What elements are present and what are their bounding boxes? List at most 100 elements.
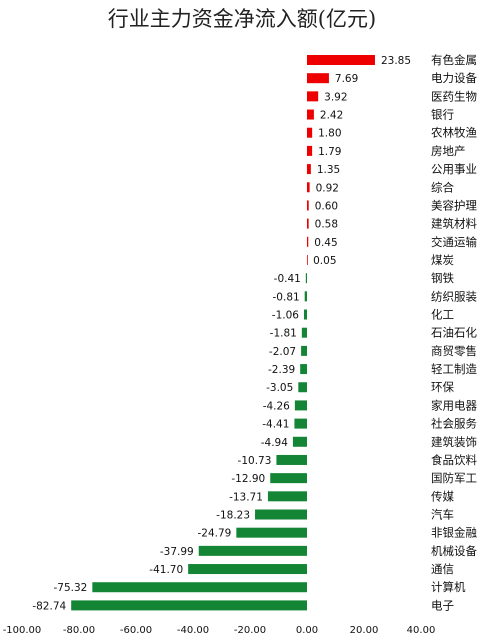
x-axis: -100.00 -80.00 -60.00 -40.00 -20.00 0.00 20.00… [3,625,436,636]
bar-6 [307,145,313,156]
bar-19 [298,382,307,393]
category-label-26: 汽车 [431,508,454,522]
x-tick-label-1: -100.00 [3,625,42,636]
value-label-22: -4.94 [261,437,288,449]
category-label-27: 非银金融 [431,526,477,540]
bar-18 [300,364,307,375]
x-tick-label-5: -20.00 [234,625,266,636]
category-label-17: 商贸零售 [431,344,477,358]
value-label-5: 1.80 [318,128,341,140]
value-label-9: 0.60 [315,200,338,212]
category-label-20: 家用电器 [431,398,477,412]
x-tick-label-4: -40.00 [177,625,209,636]
value-label-2: 7.69 [335,73,358,85]
bar-17 [301,345,307,356]
value-label-8: 0.92 [316,182,339,194]
value-label-25: -13.71 [229,491,263,503]
category-label-25: 传媒 [431,489,454,503]
bars-group [71,55,375,611]
bar-28 [198,545,307,556]
chart-title: 行业主力资金净流入额(亿元) [108,7,376,31]
value-label-30: -75.32 [53,582,87,594]
value-label-4: 2.42 [320,110,343,122]
value-label-1: 23.85 [381,55,411,67]
category-label-5: 农林牧渔 [431,126,477,140]
bar-14 [304,291,307,302]
category-label-4: 银行 [431,108,454,122]
category-label-23: 食品饮料 [431,453,477,467]
value-label-29: -41.70 [149,564,183,576]
value-label-21: -4.41 [262,419,289,431]
value-labels-group: 23.85 7.69 3.92 2.42 1.80 1.79 1.35 0.92 0.60 0.5… [32,55,411,612]
bar-21 [294,418,307,429]
bar-12 [307,254,308,265]
category-label-24: 国防军工 [431,471,477,485]
value-label-16: -1.81 [270,328,297,340]
value-label-3: 3.92 [324,91,347,103]
bar-5 [307,127,313,138]
category-label-7: 公用事业 [431,162,477,176]
value-label-18: -2.39 [268,364,295,376]
category-label-14: 纺织服装 [431,289,477,303]
bar-1 [307,55,375,65]
bar-11 [307,236,309,247]
bar-2 [307,73,329,84]
value-label-20: -4.26 [263,400,290,412]
bar-27 [236,527,307,538]
x-tick-label-6: 0.00 [296,625,318,636]
bar-9 [307,200,309,211]
value-label-13: -0.41 [274,273,301,285]
value-label-7: 1.35 [317,164,340,176]
value-label-24: -12.90 [231,473,265,485]
category-label-3: 医药生物 [431,89,477,103]
category-label-10: 建筑材料 [431,217,477,231]
bar-29 [188,564,307,575]
category-label-9: 美容护理 [431,198,477,212]
category-label-1: 有色金属 [431,53,477,67]
bar-30 [92,582,307,593]
bar-15 [303,309,307,320]
bar-20 [294,400,307,411]
value-label-6: 1.79 [318,146,341,158]
category-label-15: 化工 [431,308,454,322]
category-label-28: 机械设备 [431,544,477,558]
bar-7 [307,164,311,175]
bar-10 [307,218,309,229]
category-labels-group: 有色金属电力设备医药生物银行农林牧渔房地产公用事业综合美容护理建筑材料交通运输煤… [431,53,477,612]
value-label-27: -24.79 [197,528,231,540]
bar-24 [270,473,307,484]
bar-13 [305,273,307,284]
value-label-26: -18.23 [216,510,250,522]
category-label-2: 电力设备 [431,71,477,85]
bar-16 [301,327,307,338]
category-label-29: 通信 [431,562,454,576]
x-tick-label-8: 40.00 [407,625,436,636]
bar-23 [276,454,307,465]
value-label-12: 0.05 [313,255,336,267]
x-tick-label-3: -60.00 [120,625,152,636]
category-label-6: 房地产 [431,144,466,158]
x-tick-label-2: -80.00 [63,625,95,636]
category-label-18: 轻工制造 [431,362,477,376]
bar-4 [307,109,314,120]
value-label-11: 0.45 [314,237,337,249]
category-label-13: 钢铁 [431,271,454,285]
value-label-28: -37.99 [160,546,194,558]
bar-26 [255,509,307,520]
value-label-14: -0.81 [273,291,300,303]
bar-25 [267,491,307,502]
category-label-12: 煤炭 [431,253,454,267]
bar-22 [292,436,307,447]
value-label-10: 0.58 [315,219,338,231]
category-label-30: 计算机 [431,580,466,594]
category-label-31: 电子 [431,598,454,612]
value-label-31: -82.74 [32,600,66,612]
category-label-19: 环保 [431,380,454,394]
bar-8 [307,182,310,193]
bar-31 [71,600,307,611]
category-label-8: 综合 [431,180,454,194]
value-label-17: -2.07 [269,346,296,358]
value-label-19: -3.05 [266,382,293,394]
category-label-21: 社会服务 [431,417,477,431]
